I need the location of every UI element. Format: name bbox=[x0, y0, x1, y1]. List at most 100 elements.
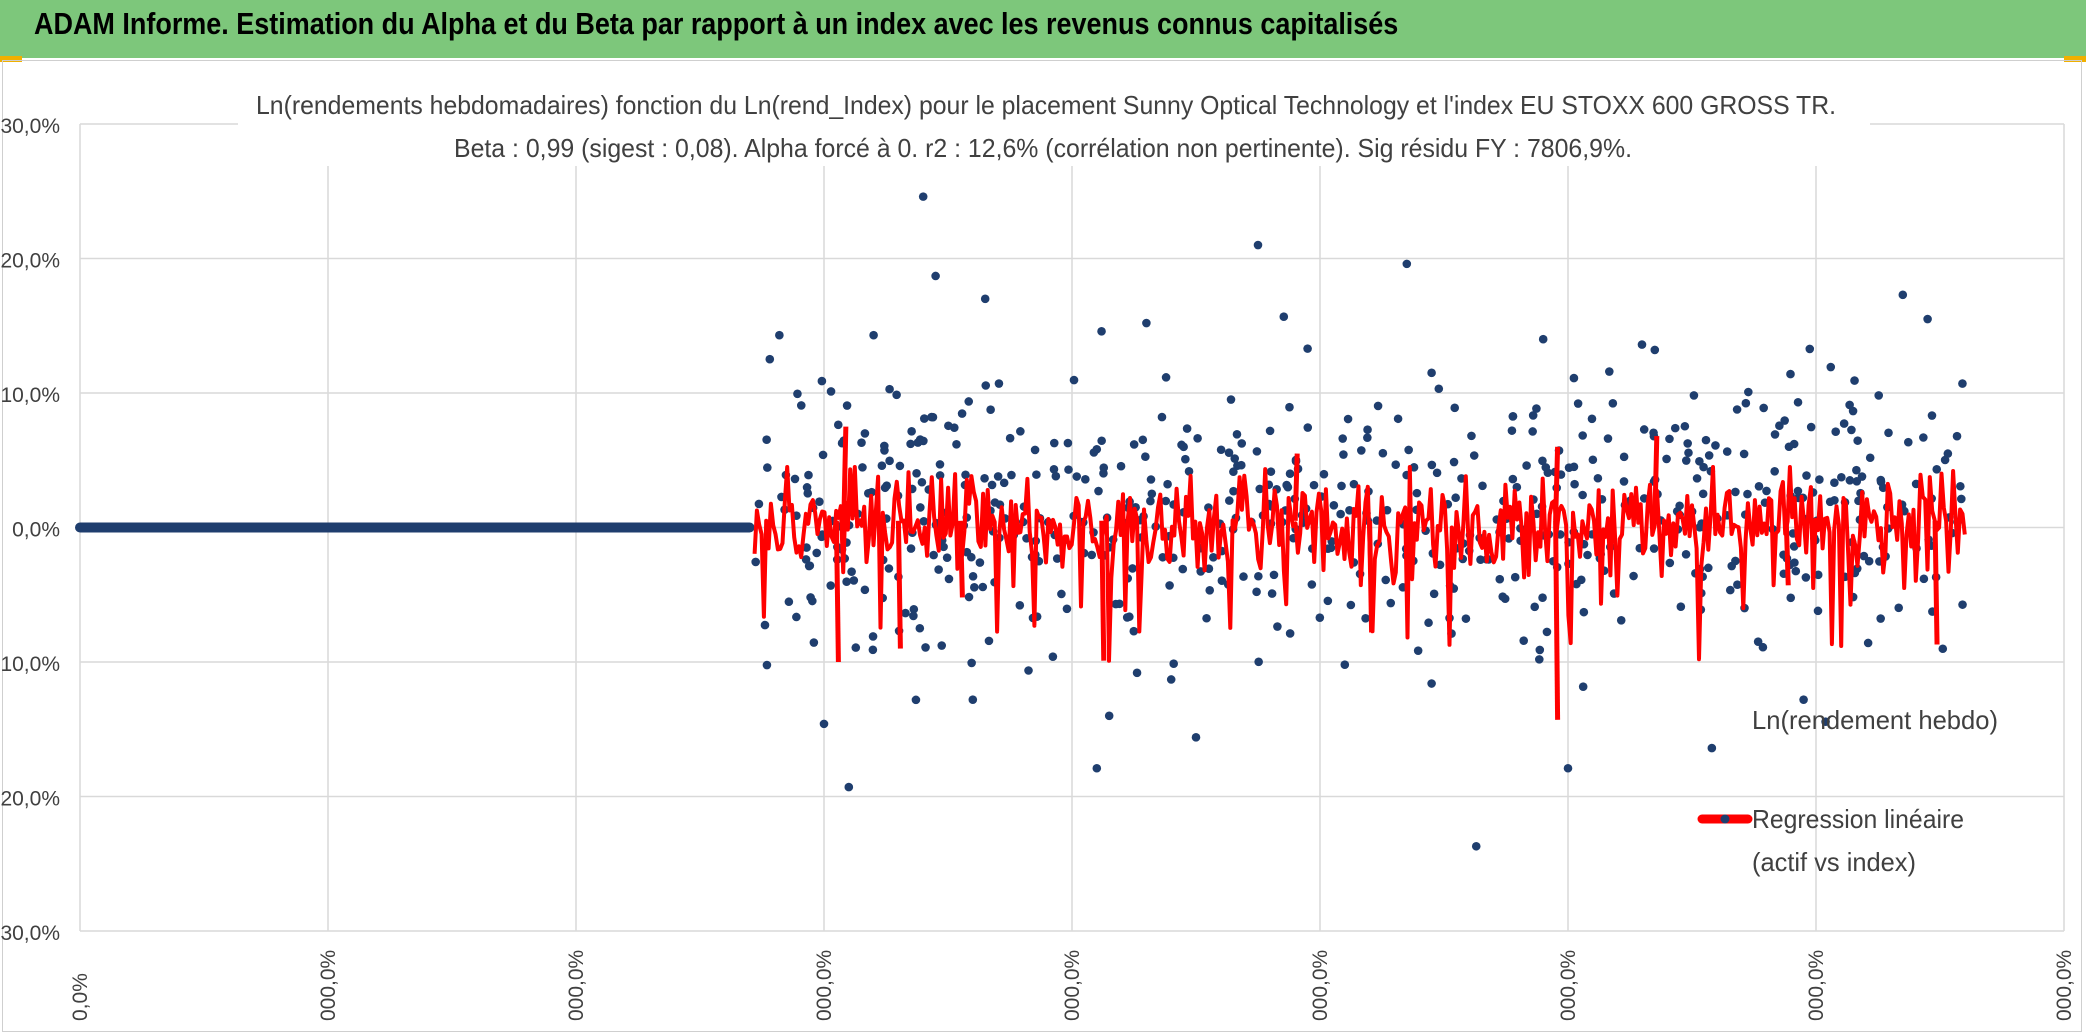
scatter-point bbox=[1024, 666, 1033, 675]
scatter-point bbox=[1434, 384, 1444, 394]
scatter-point bbox=[754, 499, 764, 509]
scatter-point bbox=[817, 376, 827, 386]
scatter-point bbox=[1309, 480, 1319, 490]
scatter-point bbox=[1878, 483, 1888, 493]
scatter-point bbox=[1616, 615, 1626, 625]
y-tick-label: -20,0% bbox=[0, 788, 60, 811]
scatter-point bbox=[1927, 411, 1937, 420]
scatter-point bbox=[1956, 481, 1965, 491]
scatter-point bbox=[1132, 668, 1142, 678]
scatter-point bbox=[815, 497, 824, 506]
scatter-point bbox=[790, 474, 800, 484]
scatter-point bbox=[1847, 425, 1856, 435]
scatter-point bbox=[968, 572, 978, 581]
scatter-point bbox=[1813, 606, 1823, 616]
y-tick-label: 10,0% bbox=[0, 384, 60, 407]
scatter-point bbox=[1919, 433, 1928, 442]
scatter-point bbox=[1522, 461, 1531, 470]
scatter-point bbox=[1450, 403, 1460, 413]
scatter-point bbox=[1253, 240, 1263, 250]
scatter-point bbox=[812, 548, 822, 558]
scatter-point bbox=[1681, 456, 1691, 465]
scatter-point bbox=[762, 660, 772, 670]
scatter-point bbox=[1461, 614, 1471, 623]
scatter-point bbox=[1048, 652, 1058, 661]
scatter-point bbox=[1578, 682, 1588, 691]
scatter-point bbox=[1283, 482, 1293, 492]
scatter-point bbox=[1681, 549, 1691, 559]
scatter-point bbox=[1361, 613, 1370, 623]
scatter-point bbox=[1435, 560, 1445, 570]
scatter-point bbox=[939, 542, 948, 552]
scatter-point bbox=[1237, 439, 1247, 448]
scatter-point bbox=[1165, 581, 1174, 590]
scatter-point bbox=[1541, 463, 1551, 472]
scatter-point bbox=[1346, 600, 1356, 610]
scatter-point bbox=[833, 420, 843, 430]
scatter-point bbox=[1391, 460, 1401, 469]
scatter-point bbox=[793, 389, 802, 399]
scatter-point bbox=[913, 438, 923, 447]
scatter-point bbox=[1859, 551, 1869, 561]
scatter-point bbox=[1129, 626, 1139, 636]
scatter-point bbox=[806, 593, 815, 602]
scatter-point bbox=[1538, 593, 1547, 603]
chart-title: Ln(rendements hebdomadaires) fonction du… bbox=[256, 90, 1836, 120]
scatter-point bbox=[1432, 468, 1442, 478]
scatter-point bbox=[1903, 437, 1913, 447]
scatter-point bbox=[1323, 596, 1333, 606]
y-tick-label: 30,0% bbox=[0, 115, 60, 138]
scatter-point bbox=[792, 612, 801, 622]
x-tick-label: 000,0% bbox=[2053, 950, 2076, 1021]
scatter-point bbox=[1684, 448, 1693, 458]
scatter-point bbox=[1063, 438, 1073, 448]
scatter-point bbox=[858, 463, 867, 472]
regression-spike bbox=[1652, 435, 1660, 521]
scatter-point bbox=[937, 641, 947, 650]
scatter-point bbox=[1273, 622, 1282, 631]
scatter-point bbox=[868, 645, 878, 655]
scatter-point bbox=[1508, 412, 1518, 421]
scatter-point bbox=[1542, 627, 1552, 637]
scatter-point bbox=[1805, 344, 1815, 354]
scatter-point bbox=[1319, 469, 1329, 479]
scatter-point bbox=[1731, 487, 1740, 497]
scatter-point bbox=[907, 427, 916, 436]
scatter-point bbox=[849, 576, 859, 585]
scatter-point bbox=[1865, 453, 1875, 463]
scatter-point bbox=[1698, 489, 1708, 499]
scatter-point bbox=[1229, 486, 1238, 496]
scatter-point bbox=[1957, 494, 1966, 504]
scatter-point bbox=[804, 470, 813, 480]
scatter-point bbox=[1049, 464, 1059, 474]
scatter-point bbox=[1467, 431, 1476, 441]
scatter-point bbox=[1478, 481, 1487, 491]
scatter-point bbox=[1116, 461, 1126, 471]
scatter-point bbox=[1224, 448, 1234, 458]
scatter-point bbox=[1852, 465, 1861, 475]
scatter-point bbox=[1191, 733, 1201, 742]
scatter-point bbox=[1573, 399, 1583, 408]
scatter-point bbox=[1665, 558, 1675, 568]
scatter-point bbox=[1704, 451, 1714, 460]
scatter-point bbox=[877, 461, 887, 471]
x-tick-label: 000,0% bbox=[1805, 950, 1828, 1021]
scatter-point bbox=[1831, 427, 1841, 437]
scatter-point bbox=[1166, 675, 1176, 684]
scatter-point bbox=[935, 471, 945, 480]
scatter-point bbox=[1184, 467, 1194, 476]
scatter-point bbox=[1898, 290, 1908, 300]
scatter-point bbox=[1676, 602, 1686, 611]
scatter-point bbox=[1938, 644, 1948, 654]
scatter-point bbox=[1357, 446, 1366, 455]
scatter-point bbox=[980, 474, 989, 483]
scatter-point bbox=[1791, 566, 1801, 576]
scatter-point bbox=[935, 460, 945, 469]
scatter-point bbox=[1853, 436, 1862, 445]
scatter-point bbox=[906, 439, 915, 449]
scatter-point bbox=[986, 405, 995, 414]
scatter-point bbox=[1593, 473, 1603, 483]
scatter-point bbox=[1409, 463, 1419, 472]
scatter-point bbox=[906, 544, 916, 553]
scatter-point bbox=[1743, 489, 1752, 499]
